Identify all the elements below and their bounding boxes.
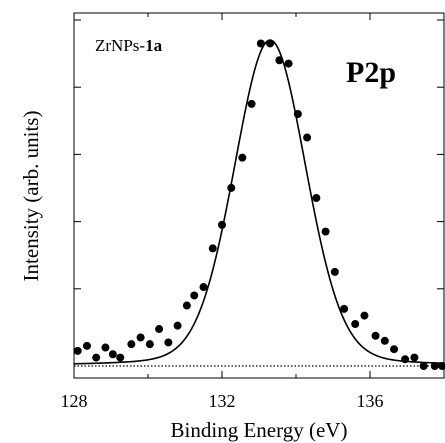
data-point bbox=[199, 283, 208, 292]
data-point bbox=[155, 325, 164, 334]
data-point bbox=[256, 39, 265, 48]
data-point bbox=[208, 244, 217, 253]
x-axis-label: Binding Energy (eV) bbox=[171, 418, 348, 442]
data-point bbox=[247, 99, 256, 108]
peak-label: P2p bbox=[346, 56, 396, 89]
data-point bbox=[293, 110, 302, 118]
data-point bbox=[127, 340, 136, 349]
data-point bbox=[312, 194, 321, 202]
data-point bbox=[438, 362, 445, 370]
axis-ticks bbox=[73, 13, 445, 378]
data-point bbox=[108, 350, 117, 359]
data-point bbox=[371, 331, 380, 340]
data-point bbox=[321, 227, 330, 236]
data-point bbox=[164, 338, 173, 347]
data-point bbox=[419, 362, 428, 370]
sample-label: ZrNPs-1a bbox=[95, 36, 163, 55]
data-point bbox=[82, 341, 91, 350]
data-point bbox=[340, 304, 349, 313]
data-point bbox=[190, 291, 199, 300]
fit-curve bbox=[73, 39, 445, 365]
data-point bbox=[116, 353, 125, 362]
data-point bbox=[430, 362, 439, 370]
data-point bbox=[266, 39, 275, 48]
data-point bbox=[173, 321, 182, 330]
data-point bbox=[401, 355, 410, 364]
data-point bbox=[227, 183, 236, 192]
data-point bbox=[238, 153, 247, 162]
x-tick-labels: 128 132 136 bbox=[61, 391, 384, 411]
data-point bbox=[351, 320, 360, 328]
y-axis-label: Intensity (arb. units) bbox=[19, 111, 43, 282]
data-point bbox=[145, 340, 154, 349]
x-tick-label: 128 bbox=[61, 391, 88, 411]
data-point bbox=[380, 336, 389, 345]
data-point bbox=[330, 267, 339, 276]
plot-frame bbox=[73, 12, 445, 379]
data-point bbox=[73, 346, 82, 355]
x-tick-label: 136 bbox=[357, 391, 384, 411]
measured-points bbox=[73, 39, 445, 370]
data-point bbox=[275, 56, 284, 65]
data-point bbox=[410, 353, 419, 362]
x-tick-label: 132 bbox=[209, 391, 236, 411]
data-point bbox=[284, 59, 293, 68]
data-point bbox=[101, 343, 110, 352]
data-point bbox=[182, 301, 191, 310]
data-point bbox=[92, 353, 101, 362]
data-point bbox=[360, 311, 369, 320]
sample-label-id: 1a bbox=[145, 36, 163, 55]
data-point bbox=[136, 333, 145, 342]
data-point bbox=[390, 345, 399, 354]
data-point bbox=[303, 133, 312, 142]
data-point bbox=[218, 220, 226, 229]
sample-label-prefix: ZrNPs- bbox=[95, 36, 145, 55]
